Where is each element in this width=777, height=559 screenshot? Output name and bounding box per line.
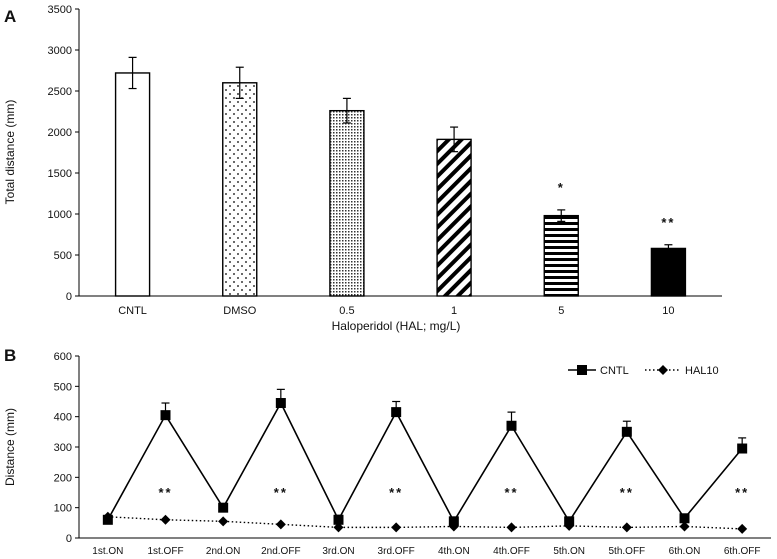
data-point bbox=[160, 514, 171, 525]
bar bbox=[329, 109, 365, 297]
series-line-hal10 bbox=[107, 516, 743, 530]
data-point bbox=[391, 522, 402, 533]
data-point bbox=[506, 522, 517, 533]
data-point bbox=[218, 516, 229, 527]
chart-b-x-tick-label: 1st.OFF bbox=[147, 546, 183, 557]
chart-a-y-tick-label: 500 bbox=[54, 250, 72, 262]
data-point bbox=[448, 516, 459, 527]
chart-a-y-tick-label: 0 bbox=[66, 291, 72, 303]
chart-a-y-tick-label: 1500 bbox=[48, 168, 72, 180]
bar bbox=[650, 247, 687, 297]
chart-b-y-tick-label: 600 bbox=[54, 351, 72, 363]
legend-label-cntl: CNTL bbox=[600, 365, 629, 377]
significance-marker: ** bbox=[158, 485, 172, 500]
chart-b: Distance (mm) 0 100 200 300 400 500 600 ** ** **… bbox=[3, 351, 771, 557]
chart-a-y-tick-label: 2000 bbox=[48, 127, 72, 139]
chart-b-y-tick-label: 500 bbox=[54, 381, 72, 393]
chart-a-x-tick-label: CNTL bbox=[118, 305, 147, 317]
chart-a-x-tick-label: 10 bbox=[662, 305, 674, 317]
chart-b-x-tick-label: 5th.OFF bbox=[608, 546, 645, 557]
legend-marker-cntl bbox=[577, 365, 587, 375]
chart-a-y-tick-label: 3500 bbox=[48, 4, 72, 16]
chart-b-x-tick-label: 2nd.OFF bbox=[261, 546, 300, 557]
data-point bbox=[102, 511, 113, 522]
data-point bbox=[160, 410, 171, 421]
data-point bbox=[621, 522, 632, 533]
chart-a-y-tick-label: 2500 bbox=[48, 86, 72, 98]
chart-b-x-tick-label: 6th.OFF bbox=[724, 546, 761, 557]
chart-b-y-tick-label: 100 bbox=[54, 503, 72, 515]
significance-marker: ** bbox=[735, 485, 749, 500]
bar bbox=[543, 214, 579, 297]
significance-marker: * bbox=[558, 180, 565, 195]
data-point bbox=[564, 520, 575, 531]
series-line-cntl bbox=[107, 401, 743, 523]
chart-b-y-tick-label: 200 bbox=[54, 472, 72, 484]
chart-b-x-tick-label: 5th.ON bbox=[553, 546, 585, 557]
chart-b-x-tick-label: 6th.ON bbox=[669, 546, 701, 557]
bar bbox=[114, 72, 151, 297]
significance-marker: ** bbox=[274, 485, 288, 500]
data-point bbox=[333, 522, 344, 533]
chart-b-y-tick-label: 300 bbox=[54, 442, 72, 454]
data-point bbox=[737, 523, 748, 534]
data-point bbox=[218, 502, 229, 513]
legend-label-hal10: HAL10 bbox=[685, 365, 719, 377]
panel-label-a: A bbox=[4, 7, 16, 26]
significance-marker: ** bbox=[661, 215, 675, 230]
chart-b-x-tick-label: 4th.OFF bbox=[493, 546, 530, 557]
chart-b-y-tick-label: 0 bbox=[66, 533, 72, 545]
chart-b-y-label: Distance (mm) bbox=[3, 408, 17, 486]
chart-a-x-tick-label: 0.5 bbox=[339, 305, 354, 317]
data-point bbox=[333, 514, 344, 525]
data-point bbox=[679, 513, 690, 524]
bar bbox=[436, 138, 472, 297]
significance-marker: ** bbox=[389, 485, 403, 500]
data-point bbox=[621, 426, 632, 437]
chart-a-x-tick-label: 1 bbox=[451, 305, 457, 317]
chart-b-x-tick-label: 3rd.OFF bbox=[378, 546, 415, 557]
chart-b-legend: CNTL HAL10 bbox=[568, 365, 719, 377]
data-point bbox=[275, 398, 286, 409]
data-point bbox=[679, 521, 690, 532]
chart-b-x-tick-label: 4th.ON bbox=[438, 546, 470, 557]
chart-b-x-tick-label: 3rd.ON bbox=[322, 546, 354, 557]
chart-b-x-tick-label: 1st.ON bbox=[92, 546, 123, 557]
chart-a-y-label: Total distance (mm) bbox=[3, 100, 17, 205]
data-point bbox=[737, 443, 748, 454]
chart-b-y-tick-label: 400 bbox=[54, 412, 72, 424]
chart-a-y-tick-label: 3000 bbox=[48, 45, 72, 57]
legend-marker-hal10 bbox=[658, 365, 668, 375]
data-point bbox=[275, 519, 286, 530]
chart-b-x-tick-label: 2nd.ON bbox=[206, 546, 240, 557]
chart-a-y-tick-label: 1000 bbox=[48, 209, 72, 221]
chart-a-x-tick-label: 5 bbox=[558, 305, 564, 317]
chart-a-x-label: Haloperidol (HAL; mg/L) bbox=[332, 319, 461, 333]
significance-marker: ** bbox=[620, 485, 634, 500]
bar bbox=[222, 82, 258, 297]
chart-a-x-tick-label: DMSO bbox=[223, 305, 256, 317]
data-point bbox=[391, 407, 402, 418]
panel-label-b: B bbox=[4, 346, 16, 365]
significance-marker: ** bbox=[504, 485, 518, 500]
data-point bbox=[448, 521, 459, 532]
chart-a: Total distance (mm) Haloperidol (HAL; mg… bbox=[3, 4, 722, 333]
data-point bbox=[506, 420, 517, 431]
